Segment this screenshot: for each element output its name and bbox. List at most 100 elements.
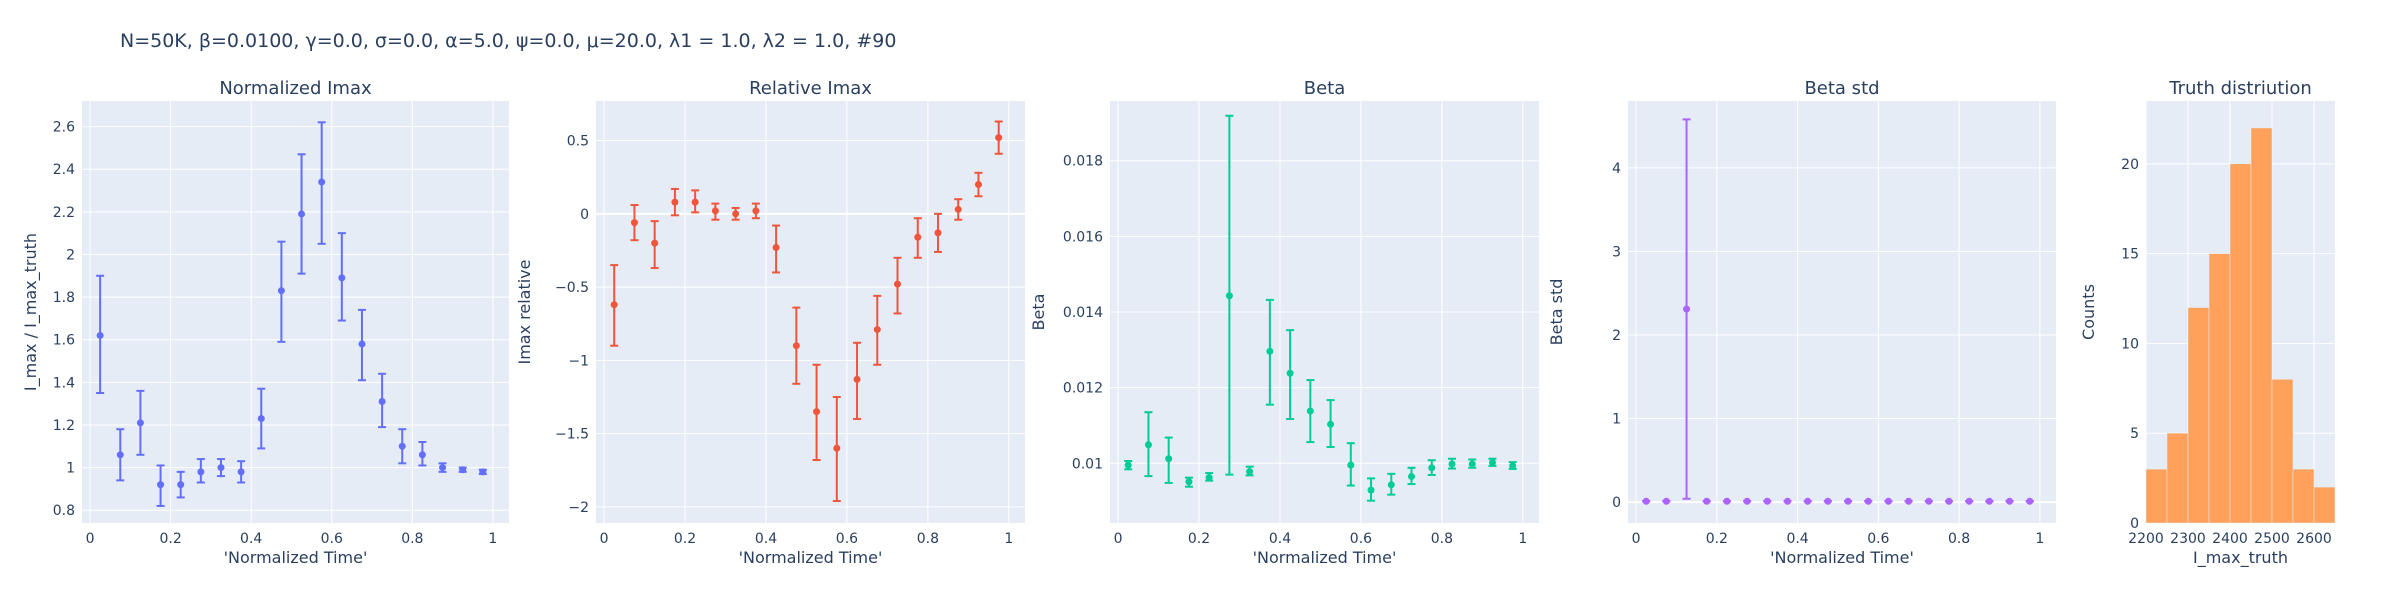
x-axis-label: 'Normalized Time' — [224, 548, 368, 567]
data-point — [671, 198, 679, 206]
y-tick-label: 1.6 — [53, 333, 75, 349]
data-point — [2006, 497, 2014, 505]
y-tick-label: 1 — [1612, 412, 1621, 428]
x-tick-label: 0.2 — [1706, 531, 1728, 547]
data-point — [318, 178, 326, 186]
data-point — [711, 207, 719, 215]
data-point — [1985, 497, 1993, 505]
data-point — [914, 233, 922, 241]
y-tick-label: 0 — [580, 207, 589, 223]
y-tick-label: 2.4 — [53, 162, 75, 178]
x-tick-label: 2500 — [2254, 531, 2290, 547]
data-point — [1185, 478, 1193, 486]
data-point — [1683, 305, 1691, 313]
x-tick-label: 1 — [1004, 531, 1013, 547]
data-point — [439, 464, 447, 472]
data-point — [217, 464, 225, 472]
panel-title: Normalized Imax — [219, 78, 372, 99]
data-point — [995, 134, 1003, 142]
data-point — [237, 468, 245, 476]
data-point — [954, 205, 962, 213]
data-point — [813, 408, 821, 416]
histogram-bar — [2145, 468, 2168, 524]
y-tick-label: 10 — [2121, 336, 2139, 352]
y-tick-label: 0.8 — [53, 503, 75, 519]
data-point — [974, 181, 982, 189]
y-tick-label: 0.014 — [1063, 305, 1103, 321]
panel-title: Beta std — [1804, 78, 1879, 99]
data-point — [691, 198, 699, 206]
x-tick-label: 2600 — [2296, 531, 2332, 547]
y-axis-label: Imax relative — [515, 259, 534, 364]
y-tick-label: −0.5 — [555, 280, 589, 296]
x-tick-label: 1 — [488, 531, 497, 547]
data-point — [1306, 407, 1314, 415]
x-tick-label: 0.8 — [401, 531, 423, 547]
x-axis-label: 'Normalized Time' — [1253, 548, 1397, 567]
y-tick-label: 0.018 — [1063, 154, 1103, 170]
data-point — [298, 210, 306, 218]
y-tick-label: −1.5 — [555, 427, 589, 443]
x-tick-label: 0.8 — [917, 531, 939, 547]
y-tick-label: 20 — [2121, 157, 2139, 173]
data-point — [1246, 468, 1254, 476]
data-point — [257, 415, 265, 423]
x-axis-label: 'Normalized Time' — [1770, 548, 1914, 567]
histogram-bar — [2187, 307, 2210, 524]
data-point — [1367, 486, 1375, 494]
y-tick-label: −2 — [568, 500, 589, 516]
data-point — [338, 274, 346, 282]
figure-title: N=50K, β=0.0100, γ=0.0, σ=0.0, α=5.0, ψ=… — [120, 30, 897, 52]
plot-area — [596, 101, 1025, 523]
x-tick-label: 2300 — [2170, 531, 2206, 547]
x-tick-label: 0.2 — [159, 531, 181, 547]
data-point — [934, 229, 942, 237]
panel-title: Beta — [1304, 78, 1346, 99]
histogram-bar — [2292, 468, 2315, 524]
data-point — [1783, 497, 1791, 505]
data-point — [1205, 474, 1213, 482]
x-tick-label: 0 — [86, 531, 95, 547]
x-axis-label: 'Normalized Time' — [739, 548, 883, 567]
data-point — [1864, 497, 1872, 505]
x-tick-label: 0.6 — [1867, 531, 1889, 547]
x-tick-label: 0.8 — [1431, 531, 1453, 547]
x-tick-label: 0.4 — [1269, 531, 1291, 547]
y-tick-label: 0 — [1612, 495, 1621, 511]
data-point — [2026, 497, 2034, 505]
y-tick-label: 4 — [1612, 161, 1621, 177]
data-point — [157, 481, 165, 489]
data-point — [1286, 369, 1294, 377]
data-point — [136, 419, 144, 427]
x-tick-label: 0.2 — [674, 531, 696, 547]
y-tick-label: 0.016 — [1063, 229, 1103, 245]
data-point — [1266, 347, 1274, 355]
x-tick-label: 0.6 — [321, 531, 343, 547]
y-tick-label: 0.5 — [567, 134, 589, 150]
data-point — [1165, 455, 1173, 463]
x-tick-label: 2200 — [2128, 531, 2164, 547]
data-point — [1925, 497, 1933, 505]
data-point — [277, 287, 285, 295]
data-point — [732, 210, 740, 218]
x-tick-label: 0 — [600, 531, 609, 547]
y-tick-label: 1.4 — [53, 375, 75, 391]
data-point — [459, 466, 467, 474]
data-point — [1703, 497, 1711, 505]
y-axis-label: Counts — [2079, 284, 2098, 340]
data-point — [1905, 497, 1913, 505]
y-tick-label: 0.012 — [1063, 381, 1103, 397]
data-point — [378, 398, 386, 406]
data-point — [630, 219, 638, 227]
y-tick-label: 0.01 — [1072, 456, 1103, 472]
data-point — [1124, 461, 1132, 469]
data-point — [418, 451, 426, 459]
x-tick-label: 0.6 — [836, 531, 858, 547]
panel-title: Truth distriution — [2168, 78, 2312, 99]
data-point — [894, 280, 902, 288]
data-point — [772, 244, 780, 252]
x-tick-label: 0.6 — [1350, 531, 1372, 547]
data-point — [1387, 481, 1395, 489]
histogram-bar — [2313, 486, 2336, 524]
